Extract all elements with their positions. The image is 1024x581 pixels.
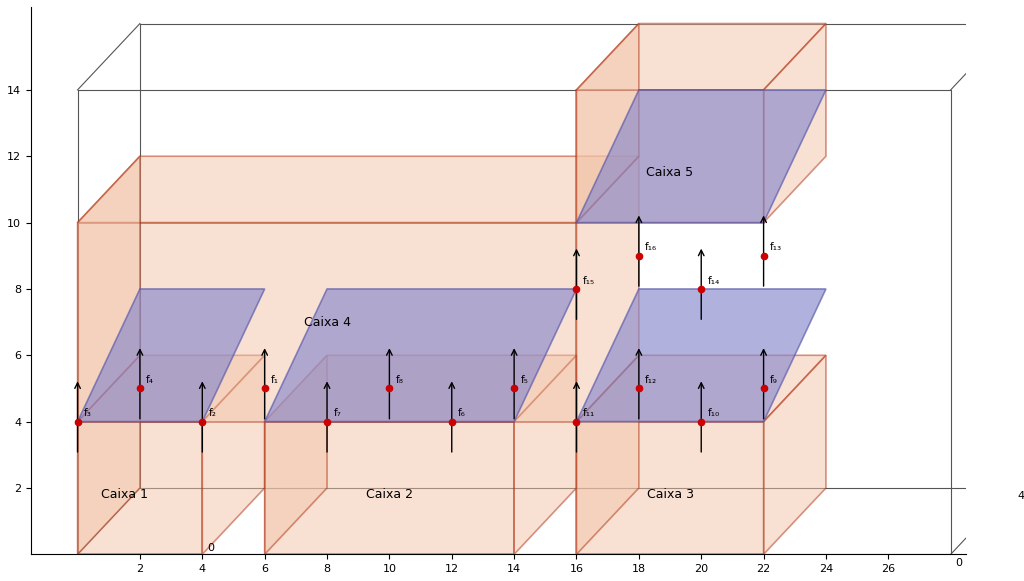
Text: 0: 0 [955,558,963,568]
Text: Caixa 4: Caixa 4 [303,315,350,329]
Polygon shape [78,223,577,422]
Text: f₆: f₆ [458,408,466,418]
Polygon shape [577,24,826,90]
Polygon shape [514,356,577,554]
Polygon shape [78,356,264,422]
Text: f₅: f₅ [520,375,528,385]
Polygon shape [264,356,327,554]
Text: Caixa 2: Caixa 2 [366,488,413,501]
Text: f₁₂: f₁₂ [645,375,657,385]
Polygon shape [264,289,577,422]
Text: f₁₄: f₁₄ [708,275,720,286]
Text: f₁₃: f₁₃ [770,242,782,252]
Text: f₄: f₄ [146,375,155,385]
Text: Caixa 5: Caixa 5 [646,166,693,180]
Polygon shape [577,289,826,422]
Text: 4: 4 [1018,492,1024,501]
Polygon shape [78,156,639,223]
Polygon shape [764,356,826,554]
Text: f₁₁: f₁₁ [583,408,595,418]
Polygon shape [577,356,639,554]
Text: f₁₆: f₁₆ [645,242,657,252]
Text: f₁₀: f₁₀ [708,408,720,418]
Polygon shape [577,156,639,422]
Polygon shape [264,356,577,422]
Text: f₁₅: f₁₅ [583,275,595,286]
Polygon shape [78,356,140,554]
Polygon shape [577,90,764,223]
Text: f₂: f₂ [209,408,216,418]
Text: f₁: f₁ [271,375,279,385]
Text: f₇: f₇ [333,408,341,418]
Text: Caixa 3: Caixa 3 [646,488,693,501]
Text: 0: 0 [207,543,214,553]
Polygon shape [264,422,514,554]
Text: f₉: f₉ [770,375,777,385]
Polygon shape [577,24,639,223]
Polygon shape [78,422,203,554]
Text: f₈: f₈ [395,375,403,385]
Polygon shape [577,356,826,422]
Polygon shape [78,156,140,422]
Polygon shape [203,356,264,554]
Polygon shape [764,24,826,223]
Polygon shape [577,422,764,554]
Text: f₃: f₃ [84,408,92,418]
Text: Caixa 1: Caixa 1 [100,488,147,501]
Polygon shape [577,90,826,223]
Polygon shape [78,289,264,422]
